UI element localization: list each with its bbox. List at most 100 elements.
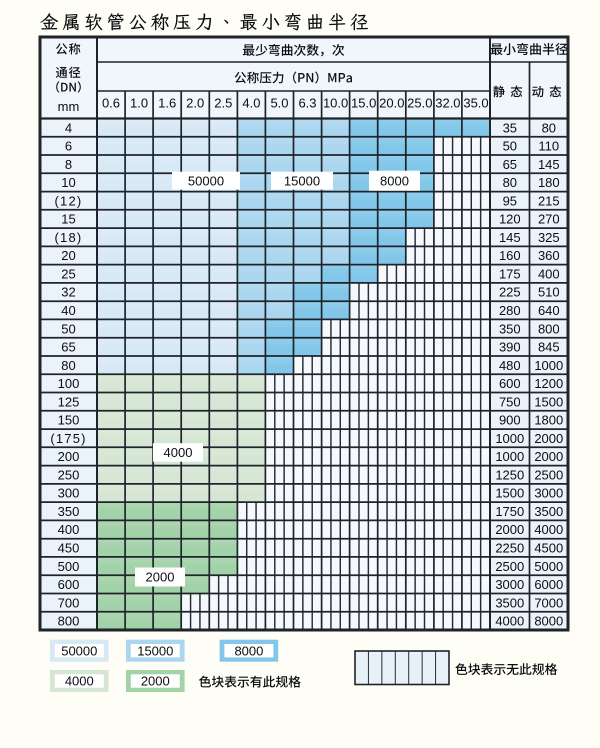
svg-text:7000: 7000 <box>534 595 563 610</box>
svg-text:32: 32 <box>61 285 75 300</box>
svg-text:600: 600 <box>58 577 80 592</box>
svg-text:40: 40 <box>61 303 75 318</box>
svg-text:50000: 50000 <box>61 643 97 658</box>
svg-text:3000: 3000 <box>534 486 563 501</box>
svg-text:180: 180 <box>538 175 560 190</box>
svg-text:50: 50 <box>61 321 75 336</box>
svg-text:2000: 2000 <box>495 522 524 537</box>
svg-text:6: 6 <box>65 139 72 154</box>
svg-text:4500: 4500 <box>534 541 563 556</box>
svg-text:2250: 2250 <box>495 541 524 556</box>
svg-text:1750: 1750 <box>495 504 524 519</box>
svg-text:2.0: 2.0 <box>186 96 204 111</box>
svg-text:110: 110 <box>538 139 559 154</box>
svg-text:1000: 1000 <box>534 358 563 373</box>
svg-text:2500: 2500 <box>534 467 563 482</box>
svg-text:3500: 3500 <box>495 595 524 610</box>
svg-text:2000: 2000 <box>141 674 170 689</box>
svg-text:80: 80 <box>542 120 556 135</box>
svg-text:300: 300 <box>58 486 80 501</box>
svg-text:390: 390 <box>499 340 521 355</box>
svg-text:2000: 2000 <box>146 570 175 585</box>
svg-text:15.0: 15.0 <box>351 96 376 111</box>
svg-text:10: 10 <box>61 175 75 190</box>
svg-text:4000: 4000 <box>164 445 193 460</box>
svg-text:2.5: 2.5 <box>214 96 232 111</box>
svg-text:225: 225 <box>499 285 521 300</box>
svg-text:145: 145 <box>499 230 521 245</box>
svg-text:1500: 1500 <box>534 394 563 409</box>
svg-text:145: 145 <box>538 157 560 172</box>
svg-text:2500: 2500 <box>495 559 524 574</box>
svg-text:65: 65 <box>61 340 75 355</box>
svg-text:325: 325 <box>538 230 560 245</box>
svg-text:1500: 1500 <box>495 486 524 501</box>
svg-text:25: 25 <box>61 267 75 282</box>
svg-text:25.0: 25.0 <box>407 96 432 111</box>
svg-text:(18): (18) <box>55 230 83 245</box>
svg-text:8000: 8000 <box>534 614 563 629</box>
svg-text:35.0: 35.0 <box>463 96 488 111</box>
svg-text:250: 250 <box>58 467 80 482</box>
svg-text:175: 175 <box>499 267 521 282</box>
svg-text:2000: 2000 <box>534 449 563 464</box>
svg-text:3500: 3500 <box>534 504 563 519</box>
svg-text:600: 600 <box>499 376 521 391</box>
svg-text:0.6: 0.6 <box>102 96 120 111</box>
svg-text:800: 800 <box>58 614 80 629</box>
svg-text:120: 120 <box>499 212 521 227</box>
svg-text:50000: 50000 <box>188 173 224 188</box>
svg-text:350: 350 <box>499 321 521 336</box>
svg-text:200: 200 <box>58 449 80 464</box>
svg-text:10.0: 10.0 <box>323 96 348 111</box>
svg-text:8000: 8000 <box>380 173 409 188</box>
svg-text:80: 80 <box>61 358 75 373</box>
svg-text:1000: 1000 <box>495 431 524 446</box>
svg-text:(12): (12) <box>55 193 83 208</box>
svg-text:1000: 1000 <box>495 449 524 464</box>
svg-text:700: 700 <box>58 595 80 610</box>
svg-text:32.0: 32.0 <box>435 96 460 111</box>
svg-text:750: 750 <box>499 394 521 409</box>
svg-text:845: 845 <box>538 340 560 355</box>
svg-text:1800: 1800 <box>534 413 563 428</box>
svg-text:280: 280 <box>499 303 521 318</box>
svg-text:1.6: 1.6 <box>158 96 176 111</box>
svg-text:270: 270 <box>538 212 560 227</box>
svg-text:500: 500 <box>58 559 80 574</box>
svg-text:8000: 8000 <box>234 643 263 658</box>
svg-text:3000: 3000 <box>495 577 524 592</box>
svg-text:4000: 4000 <box>65 674 94 689</box>
svg-text:50: 50 <box>503 139 517 154</box>
svg-text:(175): (175) <box>50 431 86 446</box>
svg-text:350: 350 <box>58 504 80 519</box>
svg-text:mm: mm <box>58 99 80 114</box>
svg-text:4000: 4000 <box>534 522 563 537</box>
svg-text:125: 125 <box>58 394 80 409</box>
svg-text:80: 80 <box>503 175 517 190</box>
svg-text:510: 510 <box>538 285 560 300</box>
svg-text:65: 65 <box>503 157 517 172</box>
svg-text:360: 360 <box>538 248 560 263</box>
svg-text:6.3: 6.3 <box>298 96 316 111</box>
svg-text:1200: 1200 <box>534 376 563 391</box>
svg-text:5.0: 5.0 <box>270 96 288 111</box>
svg-text:400: 400 <box>58 522 80 537</box>
svg-text:20.0: 20.0 <box>379 96 404 111</box>
svg-text:480: 480 <box>499 358 521 373</box>
svg-text:5000: 5000 <box>534 559 563 574</box>
svg-text:15: 15 <box>61 212 75 227</box>
svg-text:800: 800 <box>538 321 560 336</box>
svg-text:4: 4 <box>65 120 72 135</box>
svg-text:640: 640 <box>538 303 560 318</box>
svg-text:1250: 1250 <box>495 467 524 482</box>
svg-text:35: 35 <box>503 120 517 135</box>
svg-text:150: 150 <box>58 413 80 428</box>
svg-text:95: 95 <box>503 193 517 208</box>
svg-text:6000: 6000 <box>534 577 563 592</box>
svg-text:15000: 15000 <box>137 643 173 658</box>
svg-text:160: 160 <box>499 248 521 263</box>
svg-text:2000: 2000 <box>534 431 563 446</box>
svg-text:215: 215 <box>538 193 560 208</box>
svg-text:1.0: 1.0 <box>130 96 148 111</box>
